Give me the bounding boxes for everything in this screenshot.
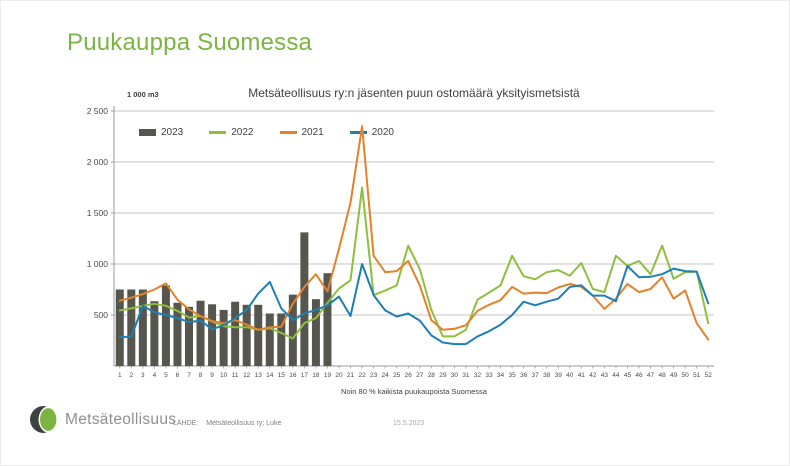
svg-text:22: 22 [358, 372, 366, 379]
svg-text:49: 49 [670, 372, 678, 379]
legend-swatch-2023 [139, 129, 156, 136]
y-axis-unit-label: 1 000 m3 [127, 90, 159, 99]
legend-swatch-2020 [349, 131, 367, 134]
svg-text:8: 8 [199, 372, 203, 379]
svg-text:2 500: 2 500 [87, 106, 109, 116]
svg-text:1 500: 1 500 [87, 208, 109, 218]
legend-label-2023: 2023 [161, 127, 184, 138]
svg-text:48: 48 [658, 372, 666, 379]
svg-text:36: 36 [520, 372, 528, 379]
svg-text:39: 39 [555, 372, 563, 379]
svg-text:17: 17 [301, 372, 309, 379]
svg-text:50: 50 [682, 372, 690, 379]
svg-text:32: 32 [474, 372, 482, 379]
chart-title: Metsäteollisuus ry:n jäsenten puun ostom… [248, 86, 580, 100]
svg-text:51: 51 [693, 372, 701, 379]
chart-caption: Noin 80 % kaikista puukaupoista Suomessa [341, 387, 487, 396]
svg-text:31: 31 [462, 372, 470, 379]
svg-text:2 000: 2 000 [87, 157, 109, 167]
svg-text:42: 42 [589, 372, 597, 379]
svg-text:1 000: 1 000 [87, 259, 109, 269]
svg-text:500: 500 [94, 310, 108, 320]
svg-text:19: 19 [324, 372, 332, 379]
svg-text:45: 45 [624, 372, 632, 379]
svg-text:44: 44 [612, 372, 620, 379]
legend-label-2021: 2021 [301, 127, 324, 138]
svg-text:6: 6 [176, 372, 180, 379]
svg-text:9: 9 [210, 372, 214, 379]
svg-text:10: 10 [220, 372, 228, 379]
svg-text:15: 15 [278, 372, 286, 379]
legend-item-2023: 2023 [139, 127, 183, 138]
legend-item-2022: 2022 [209, 127, 254, 138]
svg-text:18: 18 [312, 372, 320, 379]
svg-text:20: 20 [335, 372, 343, 379]
svg-text:34: 34 [497, 372, 505, 379]
svg-text:37: 37 [532, 372, 540, 379]
svg-text:30: 30 [451, 372, 459, 379]
source-label: LÄHDE: [173, 420, 199, 427]
svg-text:35: 35 [508, 372, 516, 379]
svg-text:29: 29 [439, 372, 447, 379]
legend-label-2022: 2022 [231, 127, 254, 138]
svg-text:5: 5 [164, 372, 168, 379]
legend-item-2020: 2020 [349, 127, 394, 138]
svg-text:16: 16 [289, 372, 297, 379]
svg-text:3: 3 [141, 372, 145, 379]
source-value: Metsäteollisuus ry; Luke [206, 420, 282, 427]
legend-swatch-2022 [209, 131, 227, 134]
svg-text:21: 21 [347, 372, 355, 379]
svg-text:41: 41 [578, 372, 586, 379]
legend-label-2020: 2020 [371, 127, 394, 138]
chart-legend: 2023 2022 2021 2020 [139, 127, 394, 138]
svg-text:12: 12 [243, 372, 251, 379]
page-title: Puukauppa Suomessa [67, 29, 313, 57]
metsateollisuus-logo-icon [30, 405, 60, 434]
source-text: LÄHDE: Metsäteollisuus ry; Luke [173, 420, 281, 427]
svg-text:38: 38 [543, 372, 551, 379]
svg-text:46: 46 [635, 372, 643, 379]
svg-text:24: 24 [382, 372, 390, 379]
svg-text:25: 25 [393, 372, 401, 379]
brand-text: Metsäteollisuus [65, 411, 177, 428]
svg-text:52: 52 [705, 372, 713, 379]
svg-text:47: 47 [647, 372, 655, 379]
svg-text:33: 33 [485, 372, 493, 379]
svg-text:43: 43 [601, 372, 609, 379]
svg-text:14: 14 [266, 372, 274, 379]
svg-text:11: 11 [232, 372, 239, 379]
svg-text:23: 23 [370, 372, 378, 379]
svg-text:28: 28 [428, 372, 436, 379]
svg-text:27: 27 [416, 372, 424, 379]
svg-text:2: 2 [129, 372, 133, 379]
legend-item-2021: 2021 [279, 127, 324, 138]
svg-text:7: 7 [187, 372, 191, 379]
svg-text:4: 4 [153, 372, 157, 379]
svg-text:1: 1 [118, 372, 122, 379]
svg-text:40: 40 [566, 372, 574, 379]
date-text: 15.5.2023 [393, 420, 425, 427]
svg-text:13: 13 [255, 372, 263, 379]
legend-swatch-2021 [279, 131, 297, 134]
svg-text:26: 26 [405, 372, 413, 379]
